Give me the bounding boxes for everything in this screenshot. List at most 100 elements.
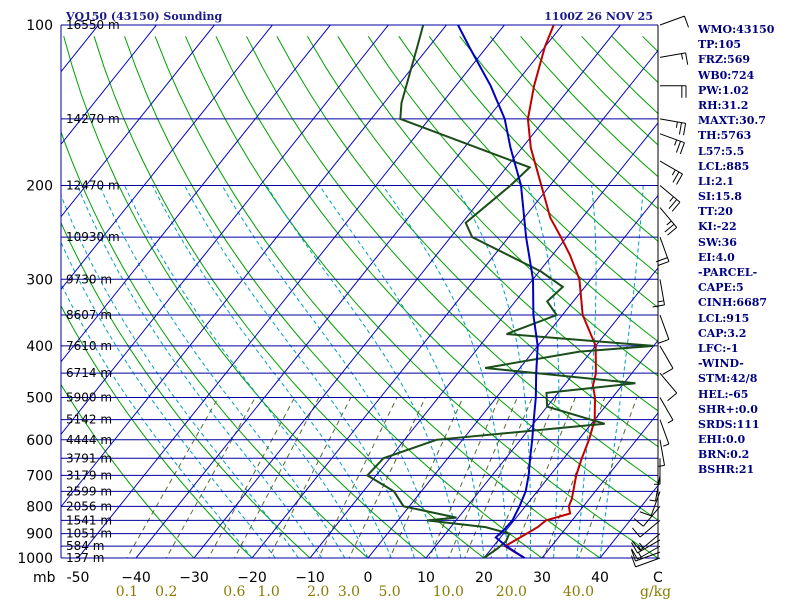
wind-barb-staff	[659, 314, 670, 340]
wind-barb	[659, 160, 683, 185]
wind-barb-flag	[657, 261, 670, 267]
sounding-title: VQ150 (43150) Sounding	[65, 10, 223, 23]
temperature-tick-label: 10	[417, 570, 435, 586]
temperature-tick-label: -50	[67, 570, 90, 586]
wind-barbs	[630, 15, 690, 568]
wind-barb-flag	[631, 542, 638, 554]
height-label: 9730 m	[66, 272, 112, 286]
isotherm-line	[367, 194, 658, 558]
index-item: -PARCEL-	[698, 266, 758, 279]
wind-barb-flag	[633, 518, 644, 527]
wind-barb	[654, 458, 661, 485]
wind-barb-flag	[664, 223, 675, 233]
index-item: STM:42/8	[698, 372, 758, 386]
wind-barb	[633, 506, 661, 527]
wind-barb-flag	[630, 549, 637, 562]
moist-adiabat-line	[527, 185, 560, 558]
wind-barb-flag	[671, 169, 676, 176]
indices-panel: WMO:43150 TP:105 FRZ:569 WB0:724 PW:1.02 RH:3…	[698, 22, 798, 478]
profile-series	[365, 25, 654, 558]
wind-barb-flag	[671, 201, 681, 212]
index-item: CAPE:5	[698, 281, 744, 295]
wind-barb-flag	[685, 52, 689, 65]
mixing-ratio-line	[165, 397, 256, 558]
dry-adiabat-line	[61, 221, 311, 558]
wind-barb	[659, 15, 690, 28]
temperature-tick-label: 40	[591, 570, 609, 586]
pressure-tick-label: 500	[26, 391, 53, 407]
wind-barb	[659, 419, 670, 447]
mixing-ratio-line	[389, 397, 464, 558]
isotherm-line	[309, 122, 658, 558]
isotherm-line	[61, 25, 390, 436]
wind-barb	[659, 372, 678, 402]
mixing-ratio-line	[447, 397, 518, 558]
height-label: 2599 m	[66, 484, 112, 498]
temperature-tick-label: −20	[237, 570, 267, 586]
pressure-tick-label: 400	[26, 339, 53, 355]
index-item: TP:105	[698, 38, 742, 52]
index-item: BSHR:21	[698, 463, 755, 477]
height-label: 14270 m	[66, 112, 120, 126]
y-axis-unit: mb	[33, 570, 56, 586]
mixing-ratio-unit: g/kg	[640, 584, 671, 600]
dry-adiabat-line	[306, 36, 658, 412]
dry-adiabat-line	[246, 36, 658, 484]
pressure-tick-label: 900	[26, 527, 53, 543]
index-item: L57:5.5	[698, 144, 745, 158]
height-label: 12470 m	[66, 178, 120, 192]
wind-barb-staff	[659, 185, 681, 203]
wind-barb	[658, 439, 666, 467]
moist-adiabat-line	[576, 185, 597, 558]
wind-barb-flag	[657, 338, 670, 344]
dry-adiabat-line	[61, 130, 369, 558]
wind-barb	[659, 133, 685, 155]
height-label: 3179 m	[66, 468, 112, 482]
pressure-tick-label: 200	[26, 178, 53, 194]
wind-barb-flag	[675, 141, 681, 153]
index-item: EI:4.0	[698, 250, 735, 264]
wind-barb	[630, 549, 661, 562]
index-item: SHR+:0.0	[698, 402, 758, 416]
index-item: WB0:724	[698, 68, 755, 82]
mixing-ratio-tick-label: 0.2	[155, 584, 177, 600]
wind-barb-flag	[631, 548, 638, 560]
height-label: 16550 m	[66, 18, 120, 32]
index-item: SRDS:111	[698, 417, 760, 431]
wind-barb-staff	[650, 491, 661, 517]
wind-barb-flag	[667, 419, 674, 424]
dry-adiabat-line	[61, 383, 195, 558]
index-item: PW:1.02	[698, 83, 749, 97]
index-item: LCL:885	[698, 159, 750, 173]
pressure-tick-label: 100	[26, 18, 53, 34]
wind-barb	[659, 118, 687, 136]
wind-barb	[652, 279, 666, 308]
wind-barb-flag	[649, 499, 656, 502]
wind-barb-flag	[667, 392, 678, 402]
wind-barb-staff	[642, 506, 661, 527]
height-label: 1051 m	[66, 527, 112, 541]
wind-barb-staff	[659, 439, 666, 466]
index-item: FRZ:569	[698, 53, 751, 67]
height-label: 1541 m	[66, 513, 112, 527]
dry-adiabat-line	[185, 36, 658, 558]
mixing-ratio-lines	[126, 397, 638, 558]
wind-barb-staff	[659, 419, 670, 445]
wind-barb-flag	[639, 511, 652, 517]
mixing-ratio-tick-label: 10.0	[433, 584, 464, 600]
index-item: WMO:43150	[698, 23, 775, 36]
isotherm-line	[77, 25, 506, 558]
wind-barb-flag	[658, 464, 665, 467]
index-item: RH:31.2	[698, 98, 749, 112]
mixing-ratio-tick-label: 0.6	[223, 584, 245, 600]
isotherm-line	[61, 25, 274, 291]
moist-adiabat-line	[184, 185, 415, 558]
dry-adiabat-line	[337, 36, 658, 377]
wind-barb-staff	[635, 551, 661, 562]
temperature-profile	[503, 25, 597, 558]
wind-barb-flag	[631, 540, 641, 551]
isotherm-line	[61, 25, 216, 218]
mixing-ratio-tick-label: 40.0	[563, 584, 594, 600]
index-item: SI:15.8	[698, 190, 742, 204]
